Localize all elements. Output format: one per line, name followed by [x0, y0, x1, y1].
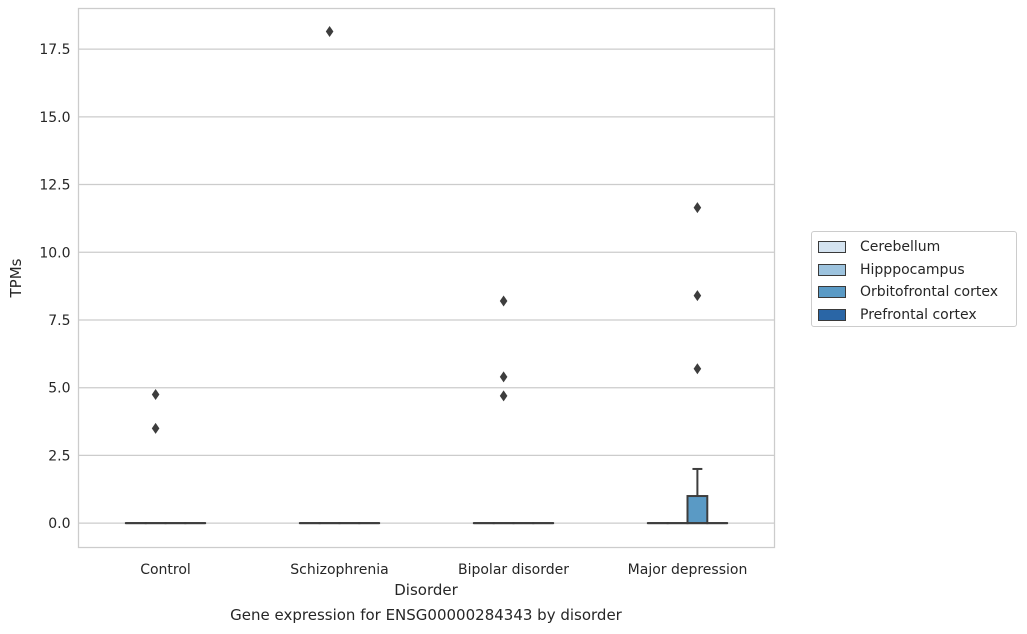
- y-tick-label: 15.0: [39, 110, 70, 126]
- y-tick-label: 2.5: [48, 448, 70, 464]
- boxes: [124, 467, 729, 525]
- x-tick-label: Major depression: [628, 562, 748, 578]
- x-tick-label: Schizophrenia: [290, 562, 388, 578]
- legend-label: Orbitofrontal cortex: [860, 284, 998, 301]
- y-axis-label: TPMs: [7, 258, 25, 298]
- plot-frame: [77, 7, 776, 549]
- outlier-points: [151, 26, 702, 434]
- y-tick-label: 12.5: [39, 178, 70, 194]
- outlier-point: [693, 363, 702, 375]
- legend-label: Cerebellum: [860, 239, 941, 256]
- y-tick-label: 10.0: [39, 245, 70, 261]
- x-axis-ticks: Control Schizophrenia Bipolar disorder Majo…: [140, 562, 747, 578]
- outlier-point: [151, 388, 160, 400]
- legend-label: Prefrontal cortex: [860, 306, 977, 323]
- outlier-point: [693, 202, 702, 214]
- x-axis-label: Disorder: [394, 581, 458, 599]
- legend-item: Orbitofrontal cortex: [818, 281, 1016, 304]
- outlier-point: [499, 295, 508, 307]
- y-axis-ticks: 0.0 2.5 5.0 7.5 10.0 12.5 15.0 17.5: [39, 42, 70, 532]
- outlier-point: [325, 26, 334, 38]
- gridlines: [78, 48, 775, 524]
- x-tick-label: Control: [140, 562, 191, 578]
- legend-swatch: [818, 263, 846, 276]
- legend-item: Prefrontal cortex: [818, 304, 1016, 327]
- y-tick-label: 0.0: [48, 516, 70, 532]
- outlier-point: [693, 290, 702, 302]
- legend-swatch: [818, 286, 846, 299]
- legend-label: Hipppocampus: [860, 261, 965, 278]
- legend-item: Hipppocampus: [818, 259, 1016, 282]
- legend: Cerebellum Hipppocampus Orbitofrontal cort…: [811, 231, 1017, 327]
- y-tick-label: 5.0: [48, 381, 70, 397]
- y-tick-label: 7.5: [48, 313, 70, 329]
- y-tick-label: 17.5: [39, 42, 70, 58]
- outlier-point: [499, 371, 508, 383]
- x-tick-label: Bipolar disorder: [458, 562, 569, 578]
- iqr-box: [686, 495, 709, 525]
- legend-item: Cerebellum: [818, 236, 1016, 259]
- legend-swatch: [818, 241, 846, 254]
- box-orbitofrontal-cortex: [686, 467, 709, 525]
- figure-caption: Gene expression for ENSG00000284343 by d…: [230, 606, 622, 624]
- legend-swatch: [818, 308, 846, 321]
- outlier-point: [151, 422, 160, 434]
- outlier-point: [499, 390, 508, 402]
